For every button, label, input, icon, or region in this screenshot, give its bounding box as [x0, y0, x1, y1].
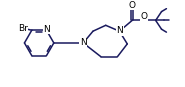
Text: Br: Br — [18, 24, 28, 33]
Text: N: N — [80, 38, 87, 47]
Text: N: N — [117, 26, 123, 35]
Text: O: O — [140, 12, 147, 21]
Text: O: O — [129, 1, 136, 10]
Text: N: N — [44, 25, 50, 34]
